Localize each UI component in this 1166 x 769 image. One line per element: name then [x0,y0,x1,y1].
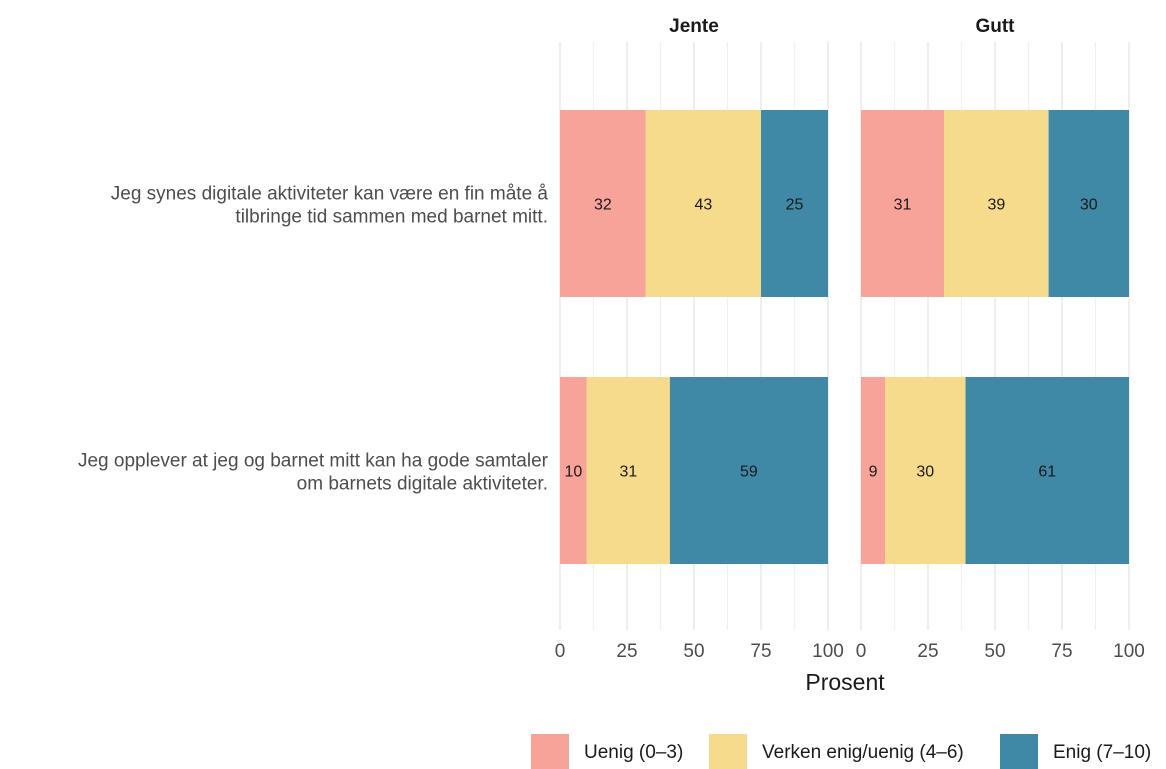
bar-segment [861,377,886,564]
bar-segment [1048,110,1129,297]
facet-title-jente: Jente [669,16,719,37]
bar-segment [761,110,828,297]
bar-segment [861,110,945,297]
x-tick-label: 50 [984,641,1005,662]
legend-label: Uenig (0–3) [584,742,683,763]
data-label: 32 [594,197,612,214]
data-label: 43 [694,197,712,214]
category-label: tilbringe tid sammen med barnet mitt. [235,207,548,228]
data-label: 31 [619,464,637,481]
x-tick-label: 75 [1051,641,1072,662]
facet-title-gutt: Gutt [975,16,1015,37]
data-label: 9 [869,464,878,481]
x-tick-label: 100 [812,641,844,662]
x-tick-label: 0 [856,641,867,662]
x-tick-label: 25 [917,641,938,662]
legend-label: Enig (7–10) [1053,742,1151,763]
legend-swatch [709,734,747,769]
bar-segment [560,110,646,297]
data-label: 31 [894,197,912,214]
x-tick-label: 25 [616,641,637,662]
x-tick-label: 0 [555,641,566,662]
legend-swatch [1000,734,1038,769]
bar-segment [965,377,1129,564]
bar-segment [885,377,966,564]
data-label: 30 [916,464,934,481]
category-label: Jeg synes digitale aktiviteter kan være … [111,184,549,205]
bar-segment [645,110,761,297]
data-label: 25 [786,197,804,214]
x-tick-label: 75 [750,641,771,662]
category-label: om barnets digitale aktiviteter. [297,474,548,495]
bar-segment [669,377,828,564]
data-label: 30 [1080,197,1098,214]
bar-segment [586,377,670,564]
data-label: 59 [740,464,758,481]
data-label: 39 [987,197,1005,214]
category-label: Jeg opplever at jeg og barnet mitt kan h… [78,451,549,472]
bar-segment [560,377,587,564]
legend-swatch [531,734,569,769]
data-label: 61 [1038,464,1056,481]
x-tick-label: 50 [683,641,704,662]
bar-segment [944,110,1049,297]
legend-label: Verken enig/uenig (4–6) [762,742,964,763]
data-label: 10 [565,464,583,481]
x-axis-title: Prosent [805,669,885,695]
x-tick-label: 100 [1113,641,1145,662]
